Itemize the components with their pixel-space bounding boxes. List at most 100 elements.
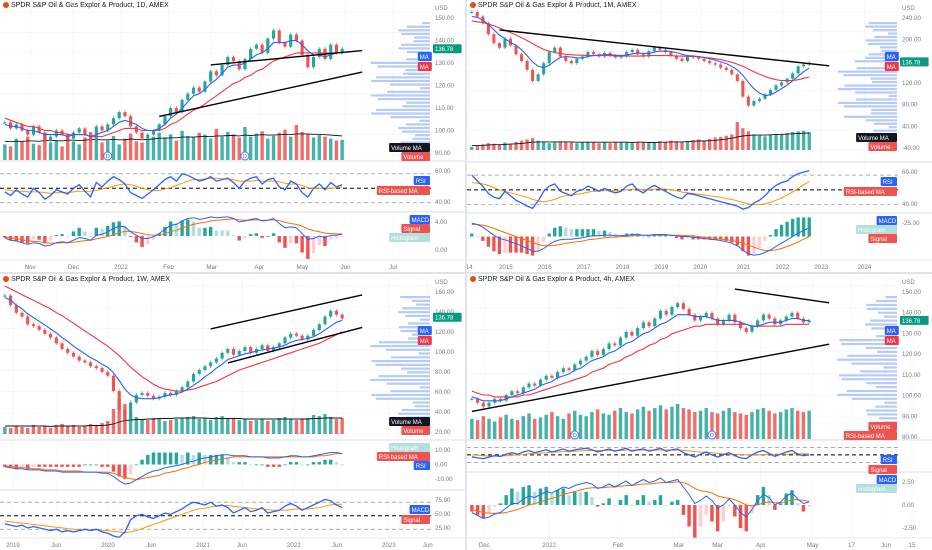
macd-histogram-bar [525,236,529,255]
volume-bar [317,416,321,434]
panel-divider[interactable] [465,0,467,550]
candle-body [784,316,788,321]
panel-divider[interactable] [0,272,932,274]
volume-profile-bar [398,326,430,329]
candle-body [569,60,573,64]
chart-panel-1w[interactable]: SPDR S&P Oil & Gas Explor & Product, 1W,… [0,274,465,550]
macd-histogram-bar [674,236,679,238]
volume-bar [146,139,150,160]
volume-profile-bar [873,122,897,125]
volume-bar [613,142,618,150]
macd-line [471,222,810,256]
macd-tick-label: 0.00 [902,502,915,509]
macd-histogram-bar [128,464,133,475]
volume-bar [111,135,116,160]
candle-body [140,392,144,395]
series-label: RSI [416,179,426,185]
volume-bar [750,412,754,439]
chart-panel-1d[interactable]: SPDR S&P Oil & Gas Explor & Product, 1D,… [0,0,465,272]
volume-profile-bar [370,378,430,382]
volume-bar [470,146,474,150]
time-tick-label: Jun [341,264,352,271]
volume-bar [796,131,800,150]
candle-body [203,366,207,371]
chart-panel-4h[interactable]: SPDR S&P Oil & Gas Explor & Product, 4h,… [467,274,932,550]
title-text: SPDR S&P Oil & Gas Explor & Product, 4h,… [478,276,635,283]
macd-histogram-bar [340,464,344,466]
candle-body [693,314,697,321]
candle-body [680,58,684,61]
ma-slow-line [4,52,343,138]
chart-svg[interactable]: 240.00200.00160.00120.0080.0040.00-40.00… [467,0,932,272]
macd-line [4,216,343,247]
volume-profile-bar [398,311,430,314]
macd-histogram-bar [140,459,144,465]
candle-body [111,118,116,125]
rsi-tick-label: 50.00 [435,511,451,518]
macd-line [4,452,343,485]
time-tick-label: 2022 [542,542,556,549]
macd-histogram-bar [807,217,811,237]
volume-bar [174,419,179,434]
macd-histogram-bar [300,236,304,253]
macd-histogram-bar [641,236,645,238]
series-label-bg [389,417,430,426]
volume-profile-bar [871,108,897,111]
macd-histogram-bar [226,230,230,236]
macd-histogram-bar [106,225,110,236]
candle-body [71,132,76,139]
macd-histogram-bar [71,464,76,467]
macd-histogram-bar [558,226,562,237]
candle-body [590,351,594,357]
macd-histogram-bar [487,505,491,514]
chart-panel-1m[interactable]: SPDR S&P Oil & Gas Explor & Product, 1M,… [467,0,932,272]
macd-histogram-bar [693,505,697,538]
macd-histogram-bar [785,221,789,237]
volume-bar [283,129,287,160]
macd-histogram-bar [26,236,30,244]
price-tick-label: 140.00 [902,310,921,317]
volume-bar [735,122,739,150]
volume-profile-bar [422,22,430,25]
title-text: SPDR S&P Oil & Gas Explor & Product, 1W,… [11,276,170,283]
candle-body [340,314,344,319]
volume-bar [43,132,47,160]
macd-histogram-bar [675,500,680,505]
macd-histogram-bar [664,505,668,506]
price-tick-label: 200.00 [902,37,921,44]
macd-histogram-bar [704,505,708,515]
volume-bar [340,418,344,434]
candle-body [807,320,811,323]
candle-body [796,66,800,74]
candle-body [687,308,691,315]
macd-histogram-bar [317,236,321,246]
chart-svg[interactable]: D D150.00140.00130.00120.00110.00100.0090… [0,0,465,272]
volume-bar [569,142,574,150]
candle-body [3,295,7,297]
time-tick-label: Dec [479,542,490,549]
currency-label: USD [902,6,915,12]
volume-bar [497,144,502,150]
price-tick-label: 60.00 [435,389,451,396]
series-label-bg [417,326,432,335]
symbol-logo-icon [3,276,9,282]
chart-svg[interactable]: 160.00 140.00 120.00 100.00 80.00 60.00 40.00 2… [0,274,465,550]
candle-body [140,132,144,139]
candle-body [716,318,720,325]
candle-body [151,395,156,399]
candle-body [266,38,270,53]
macd-histogram-bar [687,505,691,527]
candle-body [542,63,546,75]
volume-profile-bar [387,90,430,93]
candle-body [486,23,490,35]
candle-body [129,402,133,420]
price-tick-label: 80.00 [435,369,451,376]
price-tick-label: 80.00 [902,102,918,109]
volume-profile-bar [371,393,430,397]
candle-body [237,350,241,355]
chart-svg[interactable]: D D150.00140.00130.00120.00110.00100.0090… [467,274,932,550]
volume-bar [578,414,583,439]
macd-histogram-bar [94,464,99,466]
volume-bar [652,142,656,150]
macd-histogram-bar [3,464,7,467]
